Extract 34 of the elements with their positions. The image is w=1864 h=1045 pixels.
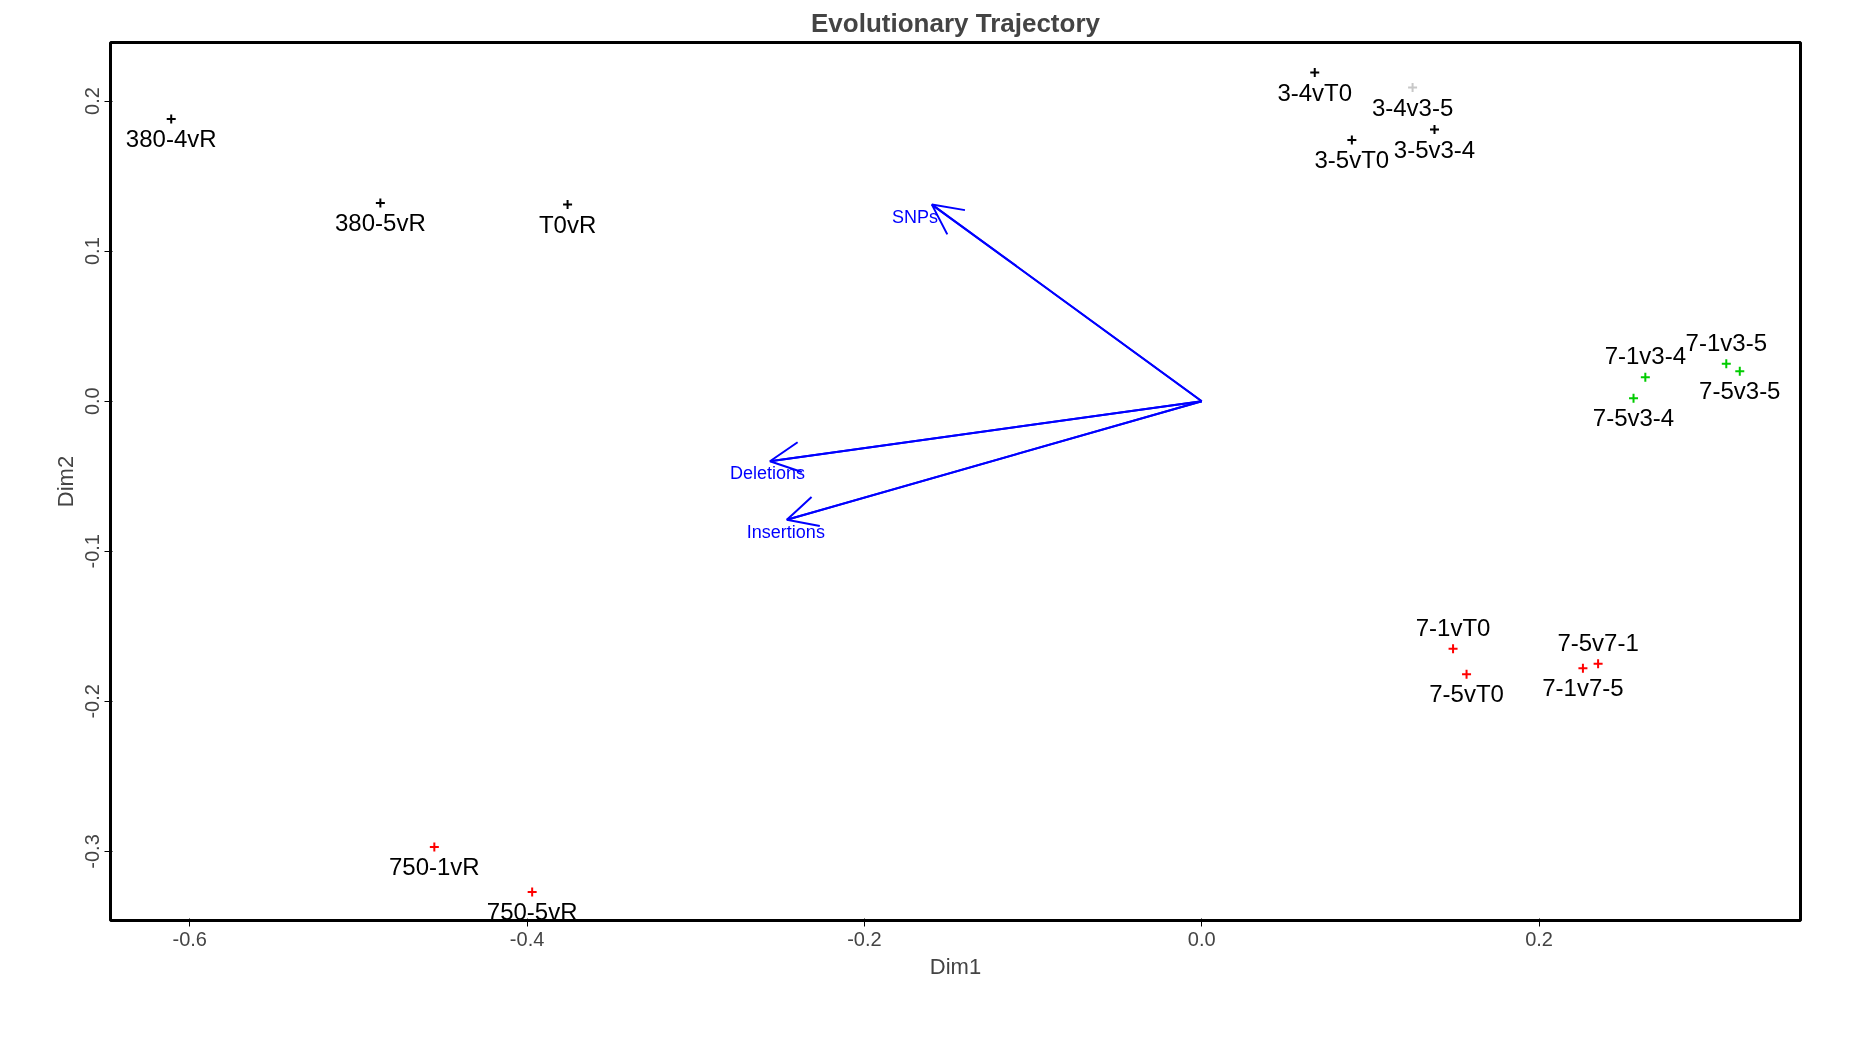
data-label: 7-1vT0 (1415, 613, 1491, 641)
data-label: 7-1v3-5 (1685, 328, 1767, 356)
data-label: 380-4vR (125, 125, 217, 153)
y-tick-label: 0.2 (81, 87, 104, 115)
data-label: 750-5vR (486, 897, 578, 925)
data-label: 3-4vT0 (1277, 78, 1353, 106)
x-tick-label: -0.2 (847, 927, 882, 950)
y-axis-title: Dim2 (52, 455, 78, 508)
y-tick-label: -0.2 (81, 684, 104, 719)
data-label: 7-5vT0 (1429, 680, 1504, 708)
y-tick-label: -0.3 (81, 834, 104, 869)
x-tick-label: 0.0 (1187, 927, 1216, 950)
data-label: 7-5v7-1 (1557, 628, 1639, 656)
series-label: Deletions (729, 463, 806, 484)
data-label: 7-5v3-5 (1699, 377, 1781, 405)
data-label: 750-1vR (388, 852, 480, 880)
x-tick-label: -0.4 (509, 927, 545, 950)
series-label: Insertions (746, 521, 825, 542)
data-label: 3-5vT0 (1314, 146, 1390, 174)
data-label: T0vR (538, 210, 597, 238)
y-tick-label: 0.0 (81, 387, 104, 416)
data-label: 7-1v3-4 (1604, 342, 1687, 370)
legend-label: SNPs (891, 206, 938, 227)
data-label: 3-5v3-4 (1393, 135, 1476, 163)
x-tick-label: 0.2 (1525, 927, 1553, 950)
data-label: 3-4v3-5 (1371, 93, 1454, 121)
chart-title: Evolutionary Trajectory (811, 7, 1101, 38)
x-tick-label: -0.6 (172, 927, 208, 950)
data-label: 7-1v7-5 (1542, 674, 1624, 702)
y-tick-label: 0.1 (81, 237, 104, 266)
x-axis-title: Dim1 (929, 953, 982, 979)
y-tick-label: -0.1 (81, 534, 104, 569)
data-label: 380-5vR (335, 209, 426, 237)
data-label: 7-5v3-4 (1592, 404, 1675, 432)
